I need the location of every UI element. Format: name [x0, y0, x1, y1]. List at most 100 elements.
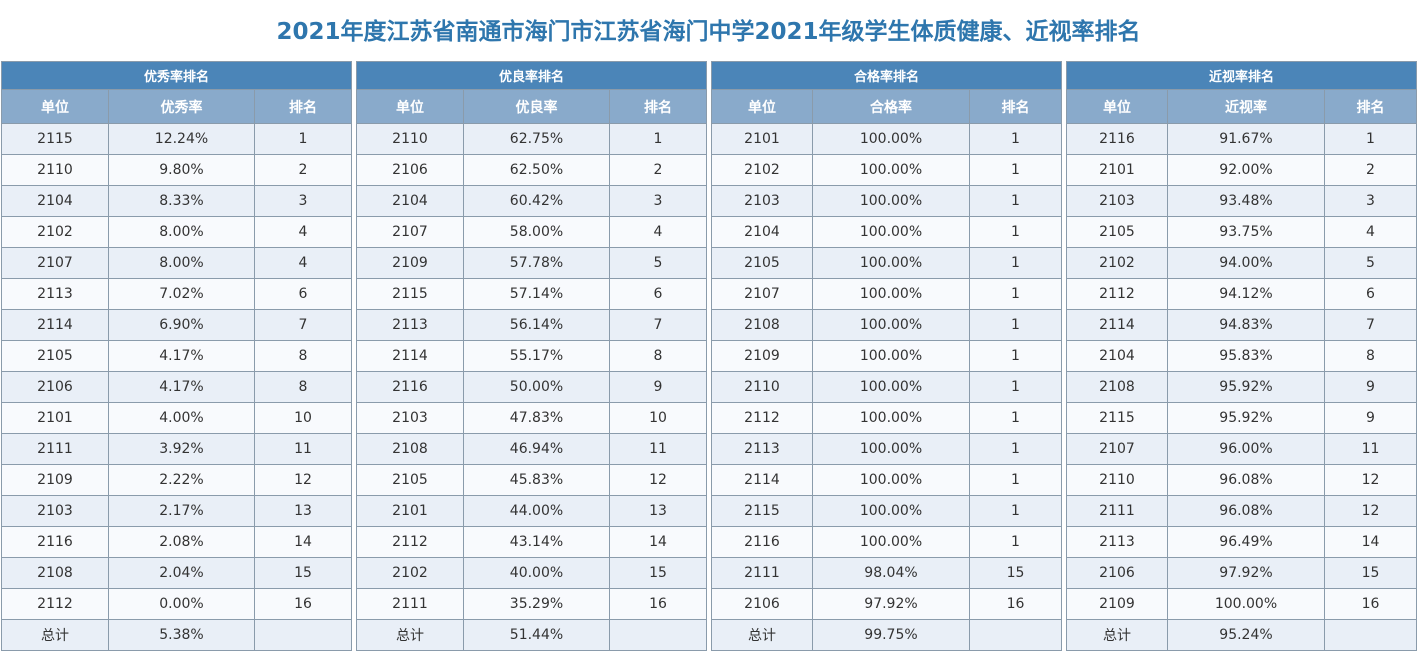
unit-cell: 2102	[356, 557, 464, 589]
unit-cell: 2107	[1066, 433, 1168, 465]
metric-value-cell: 47.83%	[463, 402, 610, 434]
rank-cell: 8	[1323, 340, 1417, 372]
metric-value-cell: 60.42%	[463, 185, 610, 217]
table-row: 2108 46.94% 11	[356, 433, 708, 465]
rank-cell: 16	[253, 588, 353, 620]
rank-cell: 12	[253, 464, 353, 496]
table-row: 2105 93.75% 4	[1066, 216, 1417, 248]
rank-cell: 2	[1323, 154, 1417, 186]
metric-value-cell: 6.90%	[108, 309, 255, 341]
metric-value-cell: 8.33%	[108, 185, 255, 217]
rank-cell: 1	[608, 123, 708, 155]
metric-value-cell: 62.50%	[463, 154, 610, 186]
rank-cell: 1	[968, 309, 1063, 341]
metric-value-cell: 56.14%	[463, 309, 610, 341]
unit-cell: 2101	[1066, 154, 1168, 186]
rank-cell: 1	[1323, 123, 1417, 155]
rank-cell: 2	[608, 154, 708, 186]
table-row: 2104 100.00% 1	[711, 216, 1063, 248]
metric-value-cell: 46.94%	[463, 433, 610, 465]
metric-value-cell: 100.00%	[812, 247, 970, 279]
unit-cell: 2101	[356, 495, 464, 527]
table-row: 2101 4.00% 10	[1, 402, 353, 434]
rank-cell: 14	[1323, 526, 1417, 558]
table-row: 2109 2.22% 12	[1, 464, 353, 496]
metric-value-cell: 44.00%	[463, 495, 610, 527]
rank-cell: 1	[968, 123, 1063, 155]
rank-cell: 1	[968, 464, 1063, 496]
unit-cell: 2102	[1066, 247, 1168, 279]
unit-cell: 2112	[711, 402, 813, 434]
rank-cell: 8	[608, 340, 708, 372]
metric-value-cell: 45.83%	[463, 464, 610, 496]
metric-value-cell: 8.00%	[108, 216, 255, 248]
table-row: 2104 60.42% 3	[356, 185, 708, 217]
unit-cell: 2102	[1, 216, 109, 248]
table-row: 2115 100.00% 1	[711, 495, 1063, 527]
table-row: 2114 6.90% 7	[1, 309, 353, 341]
good-rate-panel: 优良率排名 单位 优良率 排名 2110 62.75% 1 2106 62.50% 2 21…	[355, 61, 708, 651]
unit-cell: 2111	[1066, 495, 1168, 527]
table-row: 2112 100.00% 1	[711, 402, 1063, 434]
metric-value-cell: 95.83%	[1167, 340, 1325, 372]
unit-cell: 2107	[1, 247, 109, 279]
rank-cell: 11	[608, 433, 708, 465]
metric-value-cell: 97.92%	[812, 588, 970, 620]
page-title: 2021年度江苏省南通市海门市江苏省海门中学2021年级学生体质健康、近视率排名	[276, 19, 1141, 45]
unit-cell: 2115	[1, 123, 109, 155]
unit-cell: 2101	[711, 123, 813, 155]
metric-value-cell: 95.92%	[1167, 371, 1325, 403]
unit-cell: 2115	[711, 495, 813, 527]
unit-cell: 2105	[356, 464, 464, 496]
total-row: 总计 51.44%	[356, 619, 708, 651]
unit-cell: 2107	[711, 278, 813, 310]
rank-cell: 1	[968, 402, 1063, 434]
rank-cell: 3	[1323, 185, 1417, 217]
metric-value-cell: 57.14%	[463, 278, 610, 310]
metric-value-cell: 100.00%	[1167, 588, 1325, 620]
column-header-metric: 优良率	[463, 89, 610, 124]
unit-cell: 2111	[356, 588, 464, 620]
table-row: 2111 3.92% 11	[1, 433, 353, 465]
metric-value-cell: 91.67%	[1167, 123, 1325, 155]
metric-value-cell: 100.00%	[812, 526, 970, 558]
unit-cell: 2110	[1, 154, 109, 186]
table-row: 2106 62.50% 2	[356, 154, 708, 186]
unit-cell: 2109	[711, 340, 813, 372]
unit-cell: 2113	[1, 278, 109, 310]
unit-cell: 2114	[711, 464, 813, 496]
total-value-cell: 5.38%	[108, 619, 255, 651]
table-row: 2107 100.00% 1	[711, 278, 1063, 310]
table-row: 2115 95.92% 9	[1066, 402, 1417, 434]
table-row: 2113 96.49% 14	[1066, 526, 1417, 558]
metric-value-cell: 100.00%	[812, 216, 970, 248]
rank-cell: 15	[1323, 557, 1417, 589]
rank-cell: 6	[253, 278, 353, 310]
unit-cell: 2105	[1, 340, 109, 372]
table-row: 2112 94.12% 6	[1066, 278, 1417, 310]
rank-cell: 9	[1323, 371, 1417, 403]
rank-cell: 7	[608, 309, 708, 341]
metric-value-cell: 2.17%	[108, 495, 255, 527]
table-group-title: 优秀率排名	[0, 61, 353, 90]
metric-value-cell: 98.04%	[812, 557, 970, 589]
rank-cell: 11	[1323, 433, 1417, 465]
metric-value-cell: 100.00%	[812, 433, 970, 465]
myopia-rate-panel: 近视率排名 单位 近视率 排名 2116 91.67% 1 2101 92.00% 2 21…	[1065, 61, 1417, 651]
rank-cell: 10	[253, 402, 353, 434]
unit-cell: 2108	[1, 557, 109, 589]
metric-value-cell: 94.83%	[1167, 309, 1325, 341]
metric-value-cell: 94.12%	[1167, 278, 1325, 310]
table-row: 2107 96.00% 11	[1066, 433, 1417, 465]
ranking-table: 合格率排名 单位 合格率 排名 2101 100.00% 1 2102 100.00% 1…	[710, 61, 1063, 651]
total-label-cell: 总计	[1, 619, 109, 651]
rank-cell: 1	[253, 123, 353, 155]
rank-cell: 14	[253, 526, 353, 558]
table-row: 2114 55.17% 8	[356, 340, 708, 372]
table-row: 2101 44.00% 13	[356, 495, 708, 527]
table-row: 2110 62.75% 1	[356, 123, 708, 155]
rank-cell: 15	[968, 557, 1063, 589]
unit-cell: 2110	[1066, 464, 1168, 496]
table-row: 2116 2.08% 14	[1, 526, 353, 558]
rank-cell: 8	[253, 340, 353, 372]
